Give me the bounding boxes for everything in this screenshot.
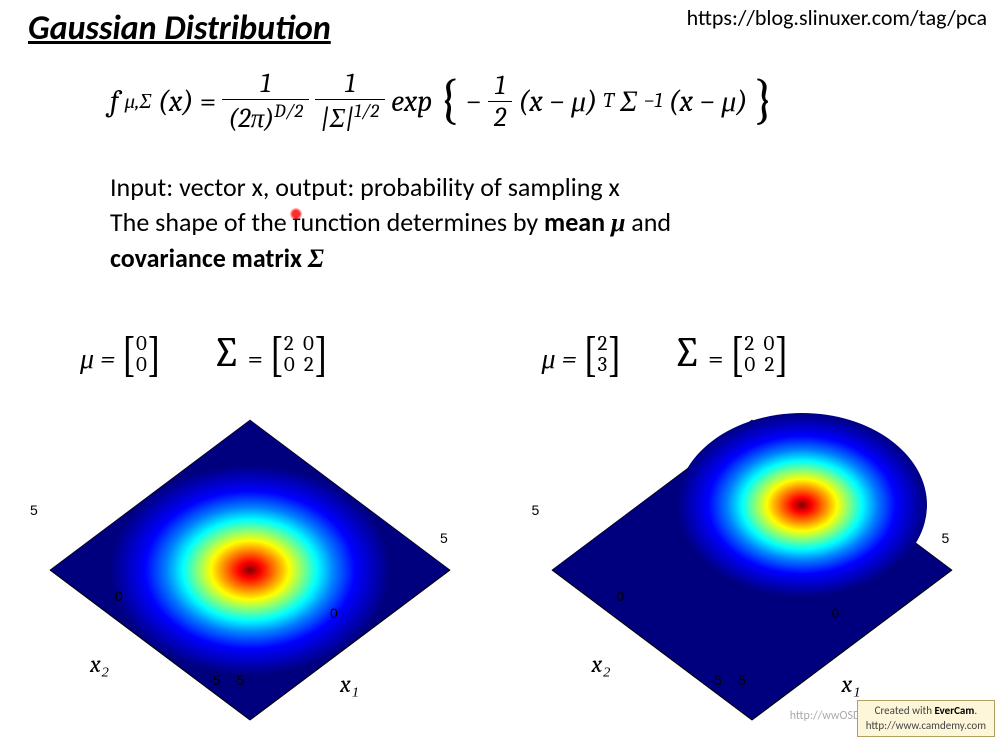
source-url: https://blog.slinuxer.com/tag/pca	[687, 4, 987, 31]
surface-plots-row: μ = [00] ∑ = [2 00 2]	[0, 330, 1003, 740]
axis-x1-label: x₁	[340, 670, 359, 699]
axis-x1-label: x₁	[842, 670, 861, 699]
plot-right-equations: μ = [23] ∑ = [2 00 2]	[542, 330, 790, 379]
description-text: Input: vector x, output: probability of …	[110, 170, 930, 277]
axis-x2-label: x₂	[592, 650, 611, 679]
surface-plot-right	[512, 390, 992, 750]
plot-right: μ = [23] ∑ = [2 00 2]	[502, 330, 1003, 740]
page-title: Gaussian Distribution	[28, 8, 331, 49]
surface-plot-left	[10, 390, 490, 750]
gaussian-pdf-formula: fμ,Σ(x) = 1 (2π)D/2 1 |Σ|1/2 exp { − 1 2…	[110, 68, 774, 134]
plot-left-equations: μ = [00] ∑ = [2 00 2]	[80, 330, 329, 379]
laser-pointer-icon	[290, 208, 302, 220]
evercam-badge: Created with EverCam. http://www.camdemy…	[857, 700, 995, 737]
plot-left: μ = [00] ∑ = [2 00 2]	[0, 330, 502, 740]
axis-x2-label: x₂	[90, 650, 109, 679]
